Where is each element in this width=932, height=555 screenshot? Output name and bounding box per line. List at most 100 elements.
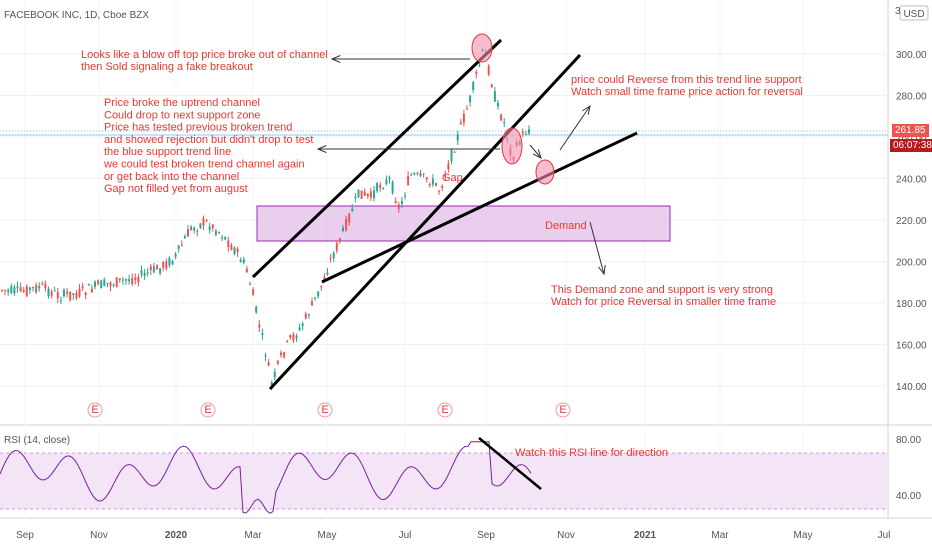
- candle-body: [320, 285, 323, 287]
- reversal-arrow: [559, 105, 591, 151]
- price-tag: 261.85: [892, 124, 929, 137]
- y-tick-label: 280.00: [896, 92, 927, 103]
- earnings-marker-label: E: [204, 404, 211, 416]
- candle-body: [273, 371, 276, 378]
- candle-body: [69, 291, 72, 300]
- candle-body: [125, 279, 127, 281]
- candle-body: [382, 188, 385, 190]
- candle-body: [317, 291, 320, 297]
- broke-note-line: the blue support trend line: [104, 146, 231, 158]
- candle-body: [22, 290, 25, 292]
- y-tick-label: 240.00: [896, 175, 927, 186]
- candle-body: [53, 290, 56, 292]
- candle-body: [304, 313, 307, 319]
- candle-body: [224, 236, 227, 240]
- candle-body: [211, 224, 214, 229]
- y-tick-label: 180.00: [896, 299, 927, 310]
- candle-body: [528, 129, 530, 134]
- candle-body: [441, 185, 444, 188]
- candle-body: [314, 297, 317, 299]
- candle-body: [404, 195, 406, 197]
- y-tick-label-partial: 3: [895, 6, 901, 17]
- x-tick-label: Jul: [878, 530, 891, 541]
- candle-body: [335, 243, 338, 251]
- candle-body: [168, 257, 171, 266]
- candle-body: [301, 323, 304, 326]
- y-tick-label: 140.00: [896, 382, 927, 393]
- candle-body: [227, 240, 230, 248]
- candle-body: [366, 193, 369, 197]
- support-trend-line: [321, 131, 638, 284]
- blowoff-note-line: then Sold signaling a fake breakout: [81, 61, 253, 73]
- candle-body: [94, 281, 96, 287]
- candle-body: [128, 279, 131, 282]
- earnings-marker: [200, 402, 216, 418]
- candle-body: [329, 258, 332, 260]
- candle-body: [292, 334, 295, 341]
- candle-body: [221, 237, 224, 239]
- candle-body: [267, 362, 270, 366]
- reverse-note-line: Watch small time frame price action for …: [571, 86, 803, 98]
- candle-body: [137, 277, 140, 283]
- candle-body: [162, 262, 165, 268]
- candle-body: [28, 287, 31, 291]
- x-tick-label: Sep: [16, 530, 34, 541]
- rejection-arrow-head: [316, 145, 327, 153]
- candle-body: [146, 272, 149, 274]
- x-tick-label: 2021: [634, 530, 657, 541]
- candle-body: [400, 200, 403, 205]
- candle-body: [156, 265, 158, 270]
- candle-body: [59, 300, 62, 302]
- candle-body: [487, 65, 490, 75]
- candle-body: [444, 175, 447, 178]
- candle-body: [149, 266, 152, 271]
- rsi-note: Watch this RSI line for direction: [515, 447, 668, 459]
- candle-body: [44, 284, 47, 289]
- candle-body: [7, 289, 10, 292]
- candle-body: [152, 266, 155, 273]
- candle-body: [249, 283, 251, 285]
- candle-body: [497, 102, 499, 107]
- candle-body: [202, 218, 205, 226]
- demand-arrow: [589, 221, 605, 275]
- candle-body: [276, 360, 279, 364]
- blowoff-note-line: Looks like a blow off top price broke ou…: [81, 49, 328, 61]
- demand-note-line: This Demand zone and support is very str…: [551, 284, 773, 296]
- candle-body: [47, 288, 50, 297]
- candle-body: [261, 332, 264, 335]
- candle-body: [360, 190, 363, 199]
- candle-body: [459, 122, 462, 125]
- candle-body: [180, 244, 183, 246]
- earnings-marker-label: E: [321, 404, 328, 416]
- candle-body: [280, 352, 282, 356]
- candle-body: [323, 276, 326, 281]
- x-tick-label: May: [794, 530, 813, 541]
- candle-body: [233, 247, 236, 255]
- target-circle: [535, 159, 555, 185]
- reverse-note-line: price could Reverse from this trend line…: [571, 74, 802, 86]
- candle-body: [90, 288, 93, 293]
- candle-body: [407, 176, 410, 186]
- candle-body: [183, 236, 186, 239]
- candle-body: [109, 282, 112, 287]
- demand-zone: [256, 205, 671, 242]
- broke-note-line: Price broke the uptrend channel: [104, 97, 260, 109]
- earnings-marker: [437, 402, 453, 418]
- candle-body: [72, 293, 75, 296]
- y-tick-label: 220.00: [896, 216, 927, 227]
- broke-note-line: and showed rejection but didn't drop to …: [104, 134, 313, 146]
- candle-body: [214, 230, 217, 235]
- rsi-band: [0, 453, 888, 509]
- candle-body: [466, 108, 468, 110]
- candle-body: [1, 290, 3, 292]
- candle-body: [143, 272, 146, 276]
- candle-body: [354, 196, 357, 199]
- candle-body: [75, 293, 78, 299]
- demand-note-line: Watch for price Reversal in smaller time…: [551, 296, 776, 308]
- candle-body: [342, 227, 344, 232]
- candle-body: [289, 335, 292, 338]
- candle-body: [475, 71, 478, 75]
- down-arrow-head: [532, 149, 542, 159]
